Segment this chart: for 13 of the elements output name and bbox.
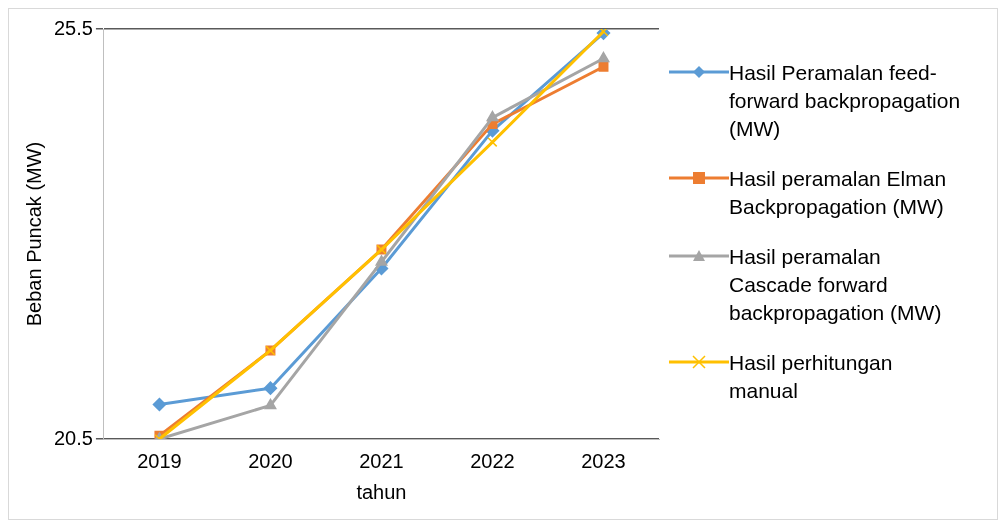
- legend-label: Hasil Peramalan feed-forward backpropagation (MW): [729, 60, 962, 142]
- y-tick-label: 20.5: [53, 426, 93, 449]
- y-axis-title: Beban Puncak (MW): [22, 141, 45, 327]
- x-axis-title: tahun: [356, 480, 407, 503]
- legend-label: Hasil peramalan Cascade forward backpropagation (MW): [729, 244, 943, 326]
- x-tick-label: 2023: [581, 449, 626, 472]
- x-tick-label: 2022: [470, 449, 515, 472]
- legend-label: Hasil perhitungan manual: [729, 350, 894, 404]
- x-tick-label: 2021: [359, 449, 404, 472]
- y-tick-label: 25.5: [53, 16, 93, 39]
- legend-label: Hasil peramalan Elman Backpropagation (MW): [729, 166, 948, 220]
- x-tick-label: 2020: [248, 449, 293, 472]
- x-tick-label: 2019: [137, 449, 182, 472]
